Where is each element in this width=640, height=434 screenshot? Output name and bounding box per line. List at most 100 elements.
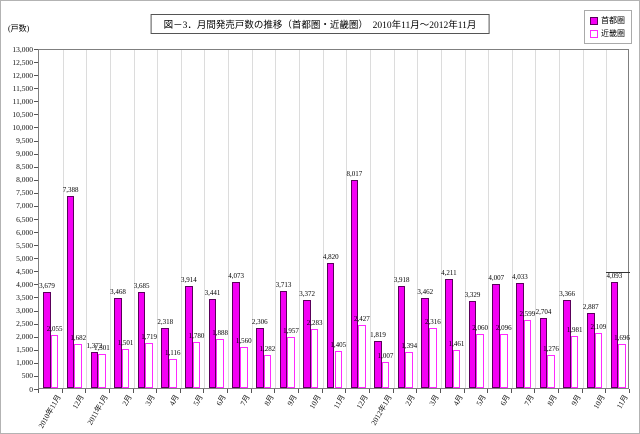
value-label-首都圏-9月: 3,713: [275, 281, 292, 289]
bar-近畿圏-2月: [405, 352, 413, 388]
value-label-首都圏-6月: 3,441: [204, 289, 221, 297]
y-axis-tick: [34, 179, 38, 181]
value-label-近畿圏-3月: 1,719: [141, 333, 158, 341]
x-axis-tick: [463, 389, 465, 393]
legend: 首都圏 近畿圏: [584, 10, 632, 44]
y-tick-label: 6,500: [16, 214, 33, 224]
bar-近畿圏-3月: [145, 343, 153, 388]
value-label-近畿圏-10月: 2,283: [306, 319, 323, 327]
gridline: [157, 50, 159, 388]
y-tick-label: 8,500: [16, 162, 33, 172]
gridline: [299, 50, 301, 388]
y-tick-label: 7,000: [16, 201, 33, 211]
bar-首都圏-12月: [66, 196, 75, 388]
bar-近畿圏-7月: [239, 347, 248, 388]
value-label-近畿圏-7月: 2,599: [519, 310, 536, 318]
y-tick-label: 13,000: [12, 44, 33, 54]
x-axis-tick: [368, 389, 370, 393]
y-tick-label: 0: [29, 384, 33, 394]
gridline: [369, 50, 371, 388]
y-tick-label: 12,000: [12, 70, 33, 80]
y-axis-tick: [34, 127, 38, 129]
value-label-近畿圏-2011年1月: 1,301: [94, 344, 110, 352]
y-tick-label: 8,000: [16, 175, 33, 185]
gridline: [440, 50, 442, 388]
x-axis-tick: [534, 389, 536, 393]
bar-近畿圏-2012年1月: [381, 362, 390, 388]
x-axis-tick: [203, 389, 205, 393]
x-axis-tick: [558, 389, 560, 393]
y-tick-label: 9,000: [16, 149, 33, 159]
y-tick-label: 11,500: [12, 83, 33, 93]
x-axis-tick: [439, 389, 441, 393]
bar-首都圏-5月: [185, 286, 193, 388]
gridline: [582, 50, 584, 388]
y-axis-tick: [34, 284, 38, 286]
value-label-首都圏-8月: 2,306: [251, 318, 268, 326]
kinki-series-marker-icon: [590, 29, 598, 38]
bar-首都圏-9月: [563, 300, 571, 388]
value-label-首都圏-7月: 4,033: [511, 273, 528, 281]
x-axis-tick: [156, 389, 158, 393]
x-tick-label: 2010年11月: [36, 393, 63, 430]
value-label-首都圏-5月: 3,914: [181, 276, 197, 284]
bar-首都圏-3月: [421, 298, 430, 388]
y-axis-tick: [34, 101, 38, 103]
gridline: [204, 50, 206, 388]
bar-首都圏-7月: [516, 283, 524, 388]
value-label-近畿圏-5月: 2,060: [472, 324, 488, 332]
value-label-近畿圏-2月: 1,501: [117, 339, 134, 347]
value-label-首都圏-4月: 2,318: [157, 318, 174, 326]
x-axis-tick: [581, 389, 583, 393]
value-label-首都圏-9月: 3,366: [559, 290, 575, 298]
value-label-首都圏-12月: 8,017: [346, 170, 363, 178]
value-label-近畿圏-12月: 1,682: [70, 334, 87, 342]
legend-item-shutoken: 首都圏: [590, 14, 625, 27]
bar-近畿圏-4月: [169, 359, 177, 388]
bar-首都圏-3月: [137, 292, 146, 388]
bar-首都圏-2月: [114, 298, 122, 388]
bar-首都圏-2010年11月: [43, 292, 51, 388]
y-axis-tick: [34, 349, 38, 351]
value-label-首都圏-2月: 3,468: [110, 288, 126, 296]
chart-title: 図－3．月間発売戸数の推移（首都圏・近畿圏） 2010年11月～2012年11月: [150, 14, 490, 34]
bar-首都圏-6月: [492, 284, 500, 388]
y-tick-label: 2,500: [16, 319, 33, 329]
y-axis-tick: [34, 271, 38, 273]
y-axis-tick: [34, 114, 38, 116]
value-label-首都圏-12月: 7,388: [62, 186, 79, 194]
value-label-近畿圏-2月: 1,394: [401, 342, 418, 350]
y-axis-tick: [34, 62, 38, 64]
bar-近畿圏-12月: [74, 344, 83, 388]
gridline: [559, 50, 561, 388]
gridline: [346, 50, 348, 388]
bar-近畿圏-6月: [499, 334, 508, 388]
value-label-近畿圏-7月: 1,560: [235, 337, 252, 345]
y-axis-tick: [34, 166, 38, 168]
gridline: [133, 50, 135, 388]
x-axis-tick: [274, 389, 276, 393]
value-label-近畿圏-11月: 1,405: [330, 341, 347, 349]
bar-首都圏-2012年1月: [374, 341, 382, 388]
bar-近畿圏-8月: [547, 355, 555, 388]
y-tick-label: 10,500: [12, 109, 33, 119]
bar-首都圏-9月: [279, 291, 288, 388]
gridline: [228, 50, 230, 388]
y-tick-label: 5,500: [16, 240, 33, 250]
y-tick-label: 6,000: [16, 227, 33, 237]
bar-近畿圏-9月: [287, 337, 295, 388]
gridline: [606, 50, 608, 388]
y-axis-tick: [34, 192, 38, 194]
bar-近畿圏-6月: [216, 339, 224, 388]
y-axis-tick: [34, 75, 38, 77]
value-label-近畿圏-9月: 1,957: [283, 327, 299, 335]
bar-近畿圏-5月: [192, 342, 201, 388]
value-label-近畿圏-6月: 1,888: [212, 329, 228, 337]
value-label-近畿圏-5月: 1,780: [188, 332, 205, 340]
y-axis-tick: [34, 205, 38, 207]
bar-近畿圏-11月: [618, 344, 626, 388]
value-label-近畿圏-4月: 1,461: [448, 340, 465, 348]
y-tick-label: 1,500: [16, 345, 33, 355]
value-label-首都圏-3月: 3,462: [417, 288, 434, 296]
gridline: [62, 50, 64, 388]
